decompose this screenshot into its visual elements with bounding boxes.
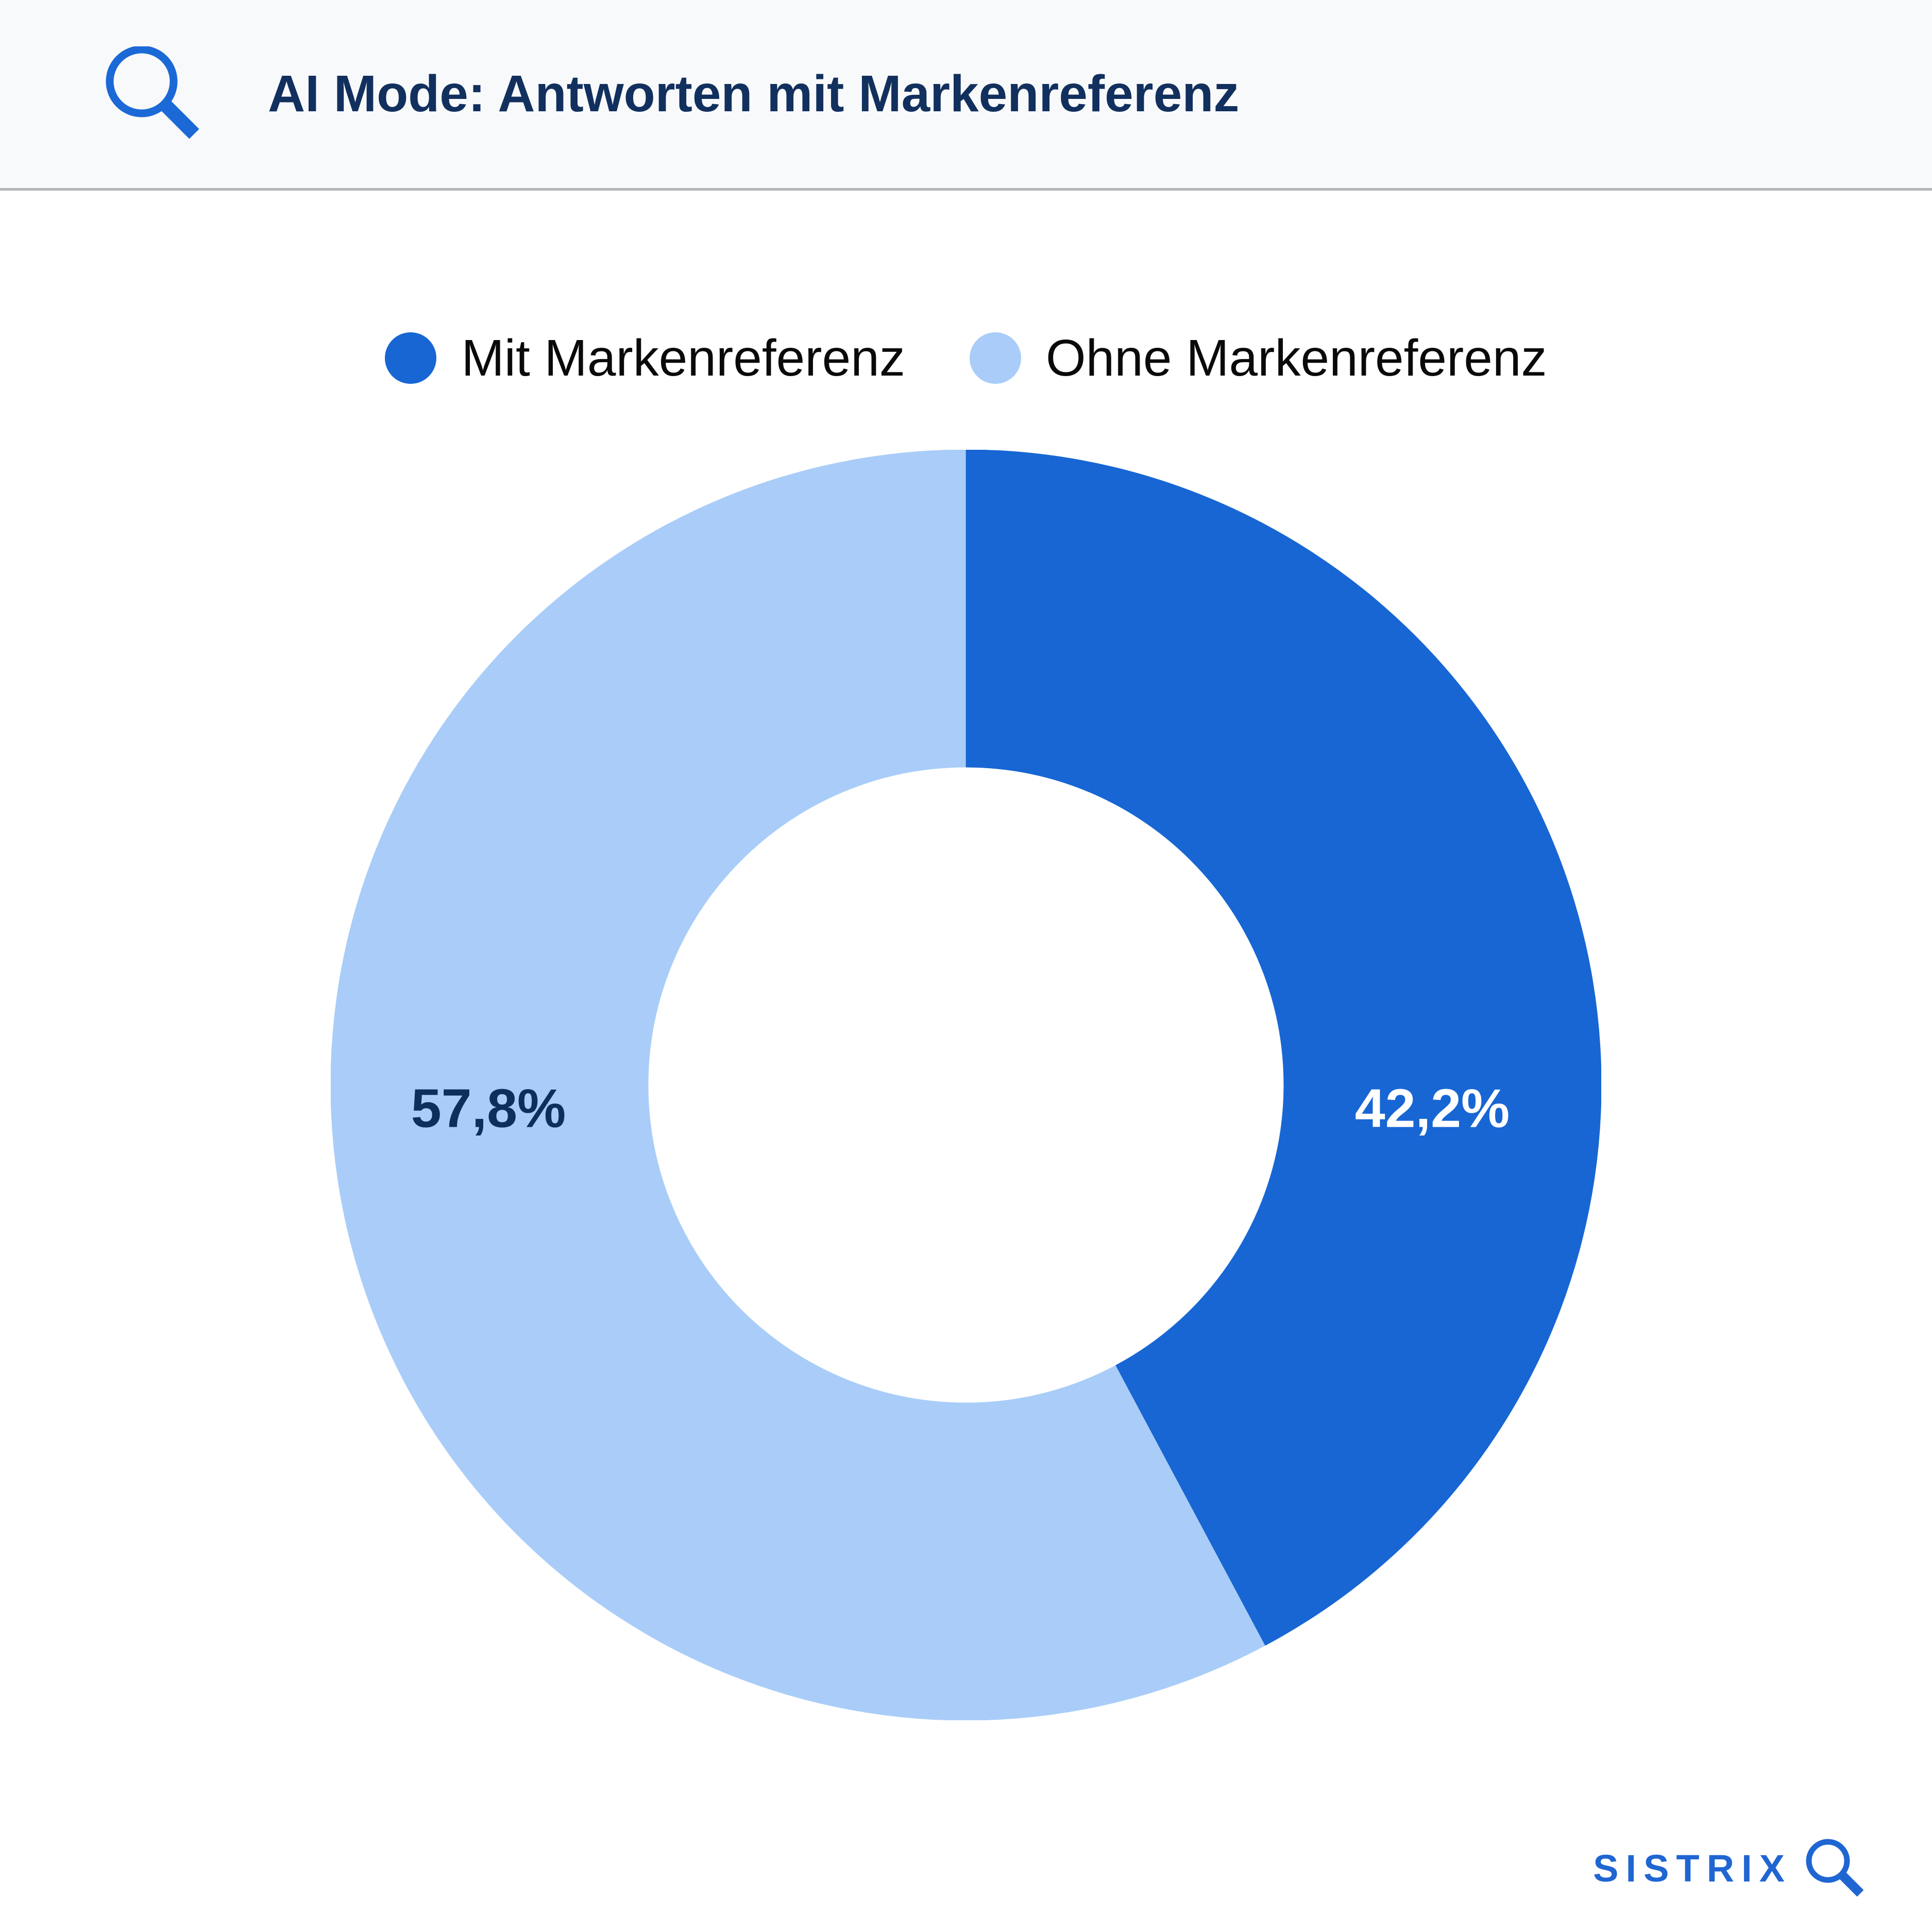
donut-slice-primary <box>330 449 1602 1721</box>
slice-label-primary: 42,2% <box>1354 1078 1510 1139</box>
legend-swatch-primary <box>385 332 437 384</box>
legend-swatch-secondary <box>969 332 1021 384</box>
slice-label-secondary: 57,8% <box>411 1078 566 1139</box>
legend-item-mit-markenreferenz: Mit Markenreferenz <box>385 329 905 388</box>
brand-magnifier-icon <box>1806 1839 1864 1897</box>
legend-label: Ohne Markenreferenz <box>1045 329 1547 387</box>
legend-item-ohne-markenreferenz: Ohne Markenreferenz <box>969 329 1547 388</box>
brand-logo: SISTRIX <box>1593 1838 1866 1899</box>
brand-wordmark: SISTRIX <box>1593 1847 1792 1890</box>
legend-label: Mit Markenreferenz <box>461 329 905 387</box>
donut-chart <box>330 449 1602 1721</box>
header: AI Mode: Antworten mit Markenreferenz <box>0 0 1932 191</box>
search-icon <box>106 46 199 139</box>
page-title: AI Mode: Antworten mit Markenreferenz <box>268 65 1240 123</box>
chart-legend: Mit Markenreferenz Ohne Markenreferenz <box>0 329 1932 388</box>
